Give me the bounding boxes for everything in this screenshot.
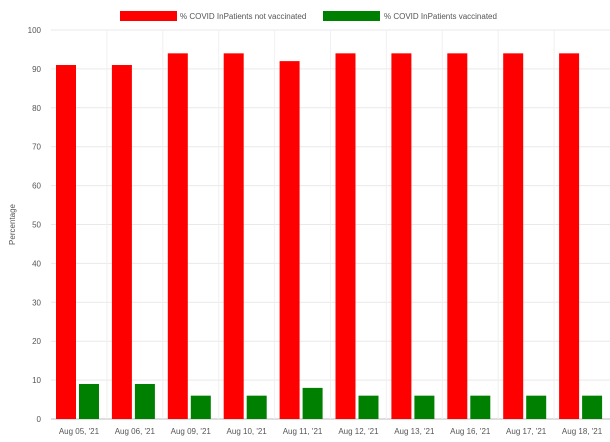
x-tick-label: Aug 06, '21 [115,427,156,436]
bar-not-vaccinated[interactable] [56,65,76,419]
bar-vaccinated[interactable] [526,395,547,419]
legend: % COVID InPatients not vaccinated % COVID… [120,11,497,21]
grid-lines [51,29,610,420]
y-tick-label: 60 [32,182,41,191]
y-tick-label: 90 [32,65,41,74]
bar-vaccinated[interactable] [190,395,211,419]
x-tick-label: Aug 09, '21 [171,427,212,436]
bar-vaccinated[interactable] [134,383,155,419]
bar-not-vaccinated[interactable] [391,53,412,420]
legend-swatch-vaccinated[interactable] [323,11,380,21]
bar-not-vaccinated[interactable] [111,65,132,419]
x-tick-label: Aug 05, '21 [59,427,100,436]
y-tick-label: 30 [32,298,41,307]
bar-vaccinated[interactable] [358,395,379,419]
x-tick-label: Aug 13, '21 [394,427,435,436]
bar-not-vaccinated[interactable] [335,53,356,420]
x-tick-label: Aug 16, '21 [450,427,491,436]
bar-not-vaccinated[interactable] [503,53,524,420]
legend-label-vaccinated[interactable]: % COVID InPatients vaccinated [384,12,497,21]
y-tick-label: 50 [32,221,41,230]
bars [56,53,603,420]
y-tick-label: 40 [32,259,41,268]
legend-label-not-vaccinated[interactable]: % COVID InPatients not vaccinated [180,12,306,21]
bar-vaccinated[interactable] [79,383,99,419]
bar-vaccinated[interactable] [414,395,435,419]
x-tick-label: Aug 11, '21 [283,427,323,436]
y-tick-label: 80 [32,104,41,113]
x-tick-label: Aug 17, '21 [506,427,547,436]
x-tick-label: Aug 10, '21 [227,427,268,436]
x-axis: Aug 05, '21 Aug 06, '21 Aug 09, '21 Aug 10,… [59,427,603,436]
y-axis-label: Percentage [8,203,17,244]
bar-not-vaccinated[interactable] [279,61,300,420]
bar-not-vaccinated[interactable] [167,53,188,420]
y-tick-label: 70 [32,143,41,152]
bar-vaccinated[interactable] [470,395,491,419]
y-tick-label: 100 [28,26,42,35]
y-tick-label: 20 [32,337,41,346]
bar-not-vaccinated[interactable] [447,53,468,420]
x-tick-label: Aug 12, '21 [338,427,379,436]
x-tick-label: Aug 18, '21 [562,427,603,436]
bar-not-vaccinated[interactable] [223,53,244,420]
bar-not-vaccinated[interactable] [559,53,580,420]
y-axis: 0 10 20 30 40 50 60 70 80 90 100 [28,26,42,424]
bar-vaccinated[interactable] [302,387,323,419]
y-tick-label: 0 [37,415,42,424]
bar-vaccinated[interactable] [582,395,603,419]
legend-swatch-not-vaccinated[interactable] [120,11,177,21]
bar-vaccinated[interactable] [246,395,267,419]
y-tick-label: 10 [32,376,41,385]
